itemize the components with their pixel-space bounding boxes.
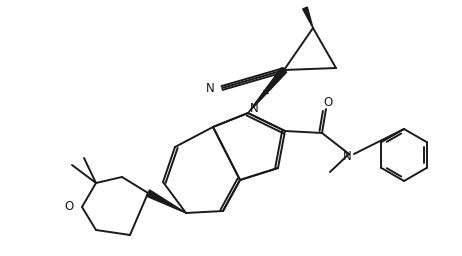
Text: N: N [249,102,258,115]
Text: O: O [65,200,74,214]
Text: N: N [343,151,352,164]
Polygon shape [248,68,287,113]
Polygon shape [146,190,186,213]
Text: O: O [323,95,333,109]
Text: N: N [206,81,215,94]
Polygon shape [303,7,313,28]
